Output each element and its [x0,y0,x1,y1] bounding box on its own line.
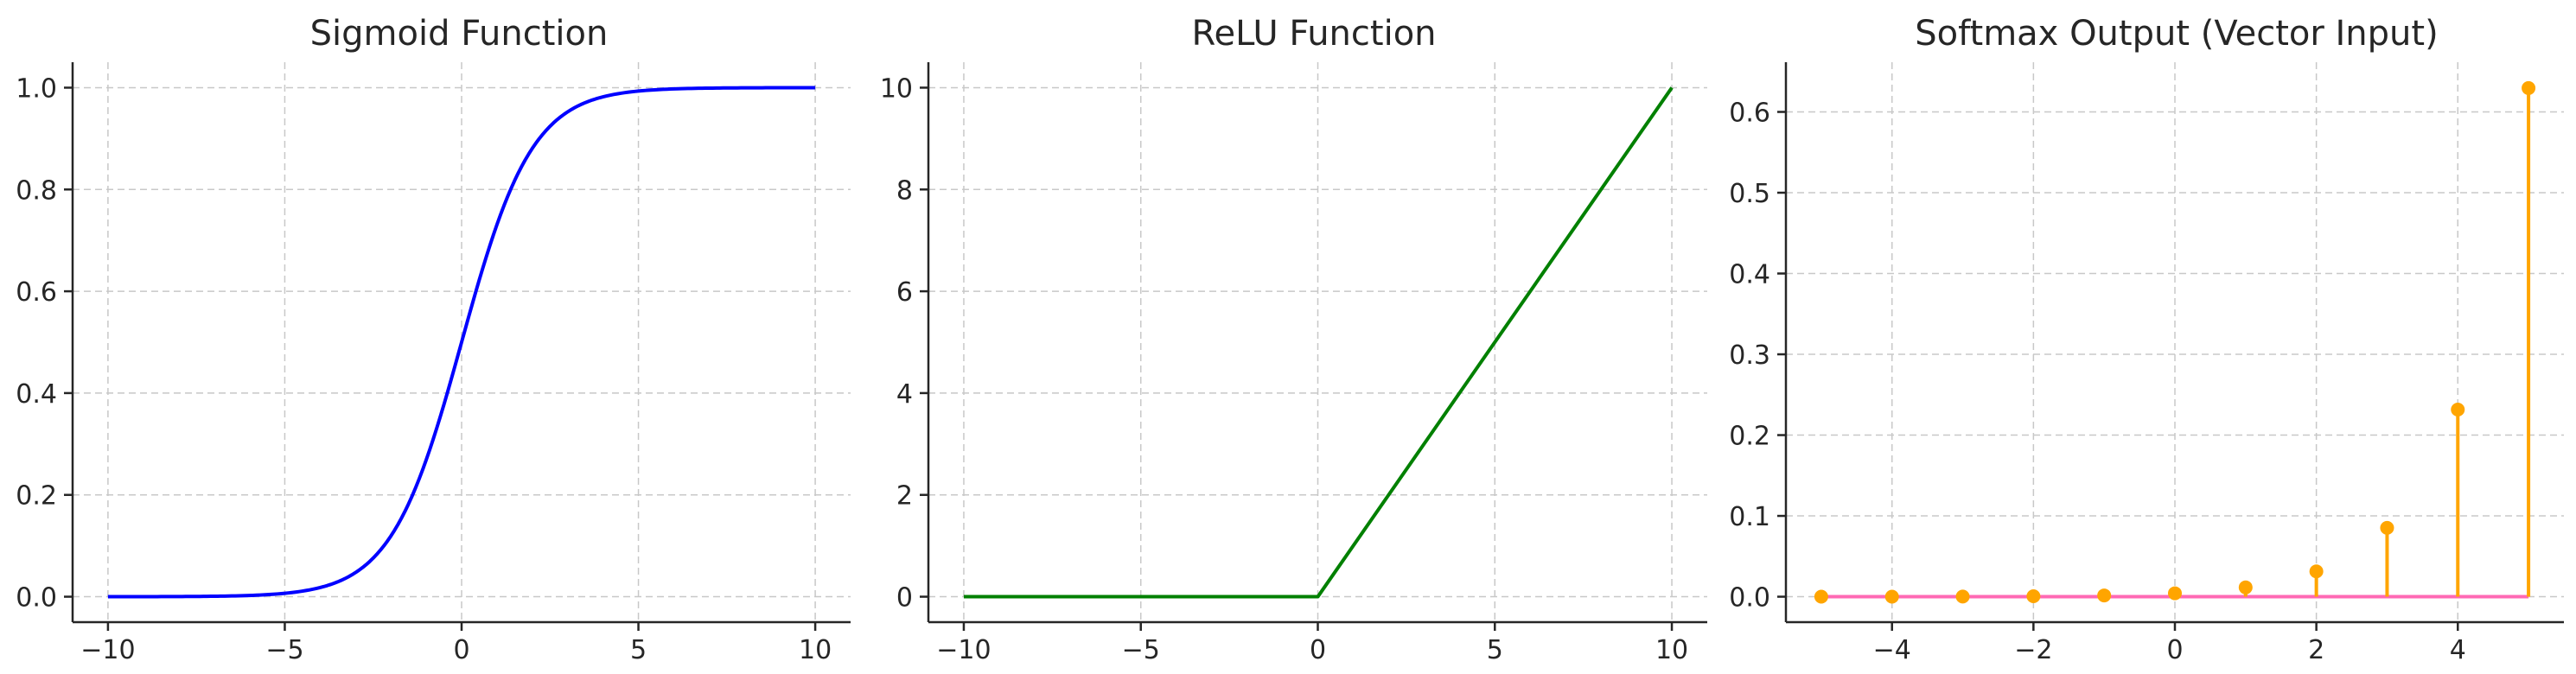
sigmoid-title: Sigmoid Function [310,14,609,54]
relu-ytick-label-2: 4 [896,379,913,410]
relu-xtick-label-4: 10 [1655,635,1688,665]
softmax-marker-1 [1884,589,1899,604]
softmax-ytick-label-3: 0.3 [1729,340,1770,371]
softmax-marker-2 [1955,589,1970,604]
sigmoid-ytick-label-5: 1.0 [16,73,57,104]
softmax-ytick-label-0: 0.0 [1729,583,1770,614]
sigmoid-xtick-label-0: −10 [80,635,135,665]
softmax-ytick-label-6: 0.6 [1729,99,1770,129]
relu-xtick-label-2: 0 [1310,635,1326,665]
softmax-marker-9 [2451,402,2465,416]
softmax-marker-4 [2097,588,2112,603]
sigmoid-xtick-label-1: −5 [265,635,303,665]
sigmoid-ytick-label-2: 0.4 [16,379,57,410]
relu-title: ReLU Function [1191,14,1436,54]
sigmoid-ytick-label-4: 0.8 [16,175,57,206]
relu-ytick-label-1: 2 [896,481,913,512]
softmax-marker-6 [2238,580,2253,595]
sigmoid-curve [107,86,816,599]
softmax-marker-0 [1814,589,1828,604]
relu-ytick-label-3: 6 [896,277,913,308]
softmax-ytick-label-2: 0.2 [1729,422,1770,452]
relu-xtick-label-1: −5 [1122,635,1160,665]
relu-curve [963,86,1674,599]
relu-xtick-label-3: 5 [1487,635,1503,665]
relu-ytick-label-0: 0 [896,583,913,614]
relu-xtick-label-0: −10 [936,635,991,665]
sigmoid-ytick-label-0: 0.0 [16,583,57,614]
sigmoid-xtick-label-3: 5 [630,635,647,665]
sigmoid-ytick-label-1: 0.2 [16,481,57,512]
relu-panel: ReLU Function −10 −5 0 5 10 0 2 4 6 8 10 [880,14,1707,665]
relu-ytick-label-4: 8 [896,175,913,206]
softmax-title: Softmax Output (Vector Input) [1915,14,2438,54]
softmax-xtick-label-2: 0 [2166,635,2183,665]
softmax-xtick-label-3: 2 [2308,635,2324,665]
sigmoid-xtick-label-4: 10 [799,635,832,665]
softmax-xtick-label-1: −2 [2014,635,2052,665]
sigmoid-ytick-label-3: 0.6 [16,277,57,308]
softmax-xtick-label-4: 4 [2450,635,2466,665]
softmax-ytick-label-4: 0.4 [1729,260,1770,290]
softmax-marker-5 [2168,586,2182,601]
softmax-ytick-label-1: 0.1 [1729,502,1770,532]
softmax-panel: Softmax Output (Vector Input) −4 −2 0 2 4 0.0… [1729,14,2564,665]
softmax-marker-8 [2380,520,2394,535]
softmax-ytick-label-5: 0.5 [1729,179,1770,209]
sigmoid-panel: Sigmoid Function −10 −5 0 5 10 0.0 0.2 0.4 0.6 0.… [16,14,851,665]
softmax-marker-10 [2522,80,2536,95]
relu-ytick-label-5: 10 [880,73,913,104]
softmax-marker-3 [2026,589,2041,604]
softmax-xtick-label-0: −4 [1873,635,1911,665]
sigmoid-xtick-label-2: 0 [453,635,469,665]
softmax-marker-7 [2309,564,2324,579]
